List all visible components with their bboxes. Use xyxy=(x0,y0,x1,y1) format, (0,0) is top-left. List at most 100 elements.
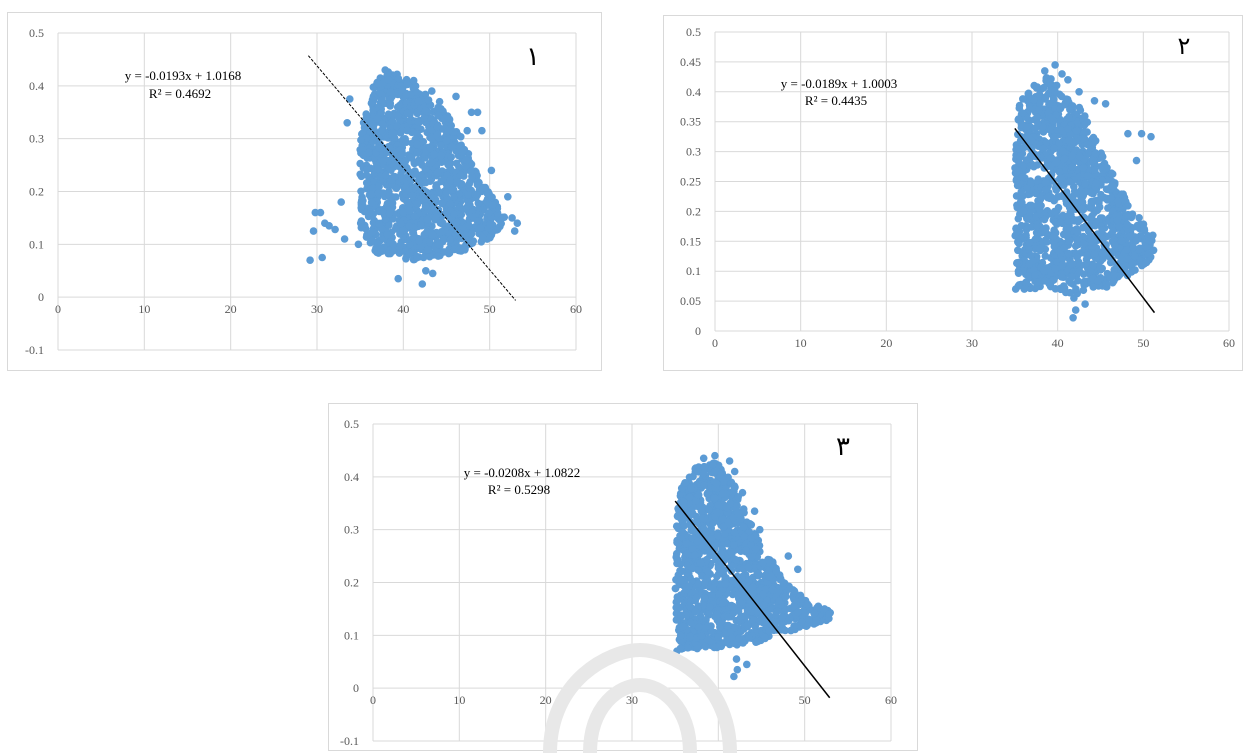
data-point xyxy=(447,121,456,130)
data-point xyxy=(368,137,377,146)
data-point xyxy=(790,587,799,595)
y-tick-label: 0.25 xyxy=(680,175,701,189)
data-point xyxy=(1027,144,1036,153)
data-point xyxy=(732,655,741,663)
data-point xyxy=(413,253,421,262)
data-point xyxy=(446,236,454,244)
data-point xyxy=(756,525,764,534)
data-point xyxy=(1103,164,1111,172)
data-point xyxy=(778,613,786,622)
data-point xyxy=(691,551,699,559)
data-point xyxy=(414,176,423,185)
data-point xyxy=(461,162,470,171)
data-point xyxy=(1079,205,1088,214)
y-tick-label: 0.15 xyxy=(680,234,701,248)
data-point xyxy=(1033,222,1041,231)
data-point xyxy=(682,611,690,619)
data-point xyxy=(393,112,402,120)
data-point xyxy=(785,614,794,622)
data-point xyxy=(377,109,386,117)
data-point xyxy=(677,484,686,493)
data-point xyxy=(412,182,420,191)
data-point xyxy=(410,159,419,168)
data-point xyxy=(747,534,755,543)
panel-number-label: ۳ xyxy=(836,432,850,461)
data-point xyxy=(1025,246,1033,254)
data-point xyxy=(1117,190,1126,198)
data-point xyxy=(1023,184,1031,193)
data-point xyxy=(765,573,773,581)
data-point xyxy=(1071,306,1080,314)
data-point xyxy=(715,564,723,573)
data-point xyxy=(1124,129,1132,138)
data-point xyxy=(1032,189,1040,198)
data-point xyxy=(700,463,709,472)
data-point xyxy=(1047,75,1055,83)
data-point xyxy=(676,603,684,612)
data-point xyxy=(733,665,742,674)
scatter-chart-3: -0.1 0 0.1 0.2 0.3 0.4 0.5 0 10 20 30 40 50 60 y = -0.… xyxy=(340,417,897,748)
data-point xyxy=(701,578,709,587)
data-point xyxy=(712,479,721,488)
data-point xyxy=(1144,237,1153,245)
data-point xyxy=(369,106,377,114)
data-point xyxy=(1044,193,1052,202)
data-point xyxy=(688,545,697,553)
data-point xyxy=(1091,137,1100,145)
data-point xyxy=(1040,83,1048,92)
data-point xyxy=(389,247,397,255)
data-point xyxy=(1073,228,1082,236)
data-point xyxy=(1129,243,1137,252)
data-point xyxy=(414,97,423,105)
data-point xyxy=(1060,244,1069,252)
data-point xyxy=(1124,202,1132,210)
data-point xyxy=(1074,217,1082,226)
data-point xyxy=(1027,201,1036,210)
data-point xyxy=(473,191,482,199)
r-squared-label: R² = 0.5298 xyxy=(488,482,550,497)
data-point xyxy=(1113,261,1121,269)
trendline-equation: y = -0.0193x + 1.0168 xyxy=(125,68,242,83)
data-point xyxy=(440,175,448,183)
data-point xyxy=(771,616,780,625)
data-point xyxy=(710,643,719,652)
data-point xyxy=(709,584,717,592)
data-point xyxy=(1022,156,1031,164)
data-point xyxy=(1079,223,1087,232)
data-point xyxy=(1075,267,1084,276)
y-tick-label: 0.2 xyxy=(344,576,359,590)
data-point xyxy=(1113,216,1122,225)
data-point xyxy=(1018,173,1026,181)
data-point xyxy=(1087,197,1096,206)
data-point xyxy=(713,508,722,517)
data-point xyxy=(486,233,494,242)
data-point xyxy=(1033,177,1042,186)
data-point xyxy=(1042,138,1050,147)
data-point xyxy=(485,209,493,217)
data-point xyxy=(1040,267,1049,275)
data-point xyxy=(1081,179,1089,188)
data-point xyxy=(749,616,758,624)
data-point xyxy=(389,240,398,248)
data-point xyxy=(715,619,724,628)
data-point xyxy=(420,194,429,203)
data-point xyxy=(676,631,685,640)
data-point xyxy=(381,171,390,180)
data-point xyxy=(744,563,753,572)
y-tick-label: 0.1 xyxy=(686,264,701,278)
data-point xyxy=(446,200,455,208)
data-point xyxy=(418,280,427,288)
data-point xyxy=(359,151,368,159)
data-point xyxy=(367,198,376,207)
data-point xyxy=(413,200,422,208)
data-point xyxy=(1013,259,1021,267)
data-point xyxy=(409,76,418,85)
data-point xyxy=(737,612,746,621)
data-point xyxy=(733,509,742,518)
data-point xyxy=(1106,258,1115,267)
data-point xyxy=(733,590,742,599)
data-point xyxy=(478,126,486,135)
data-point xyxy=(721,580,730,588)
data-point xyxy=(408,191,417,200)
data-point xyxy=(740,532,748,541)
